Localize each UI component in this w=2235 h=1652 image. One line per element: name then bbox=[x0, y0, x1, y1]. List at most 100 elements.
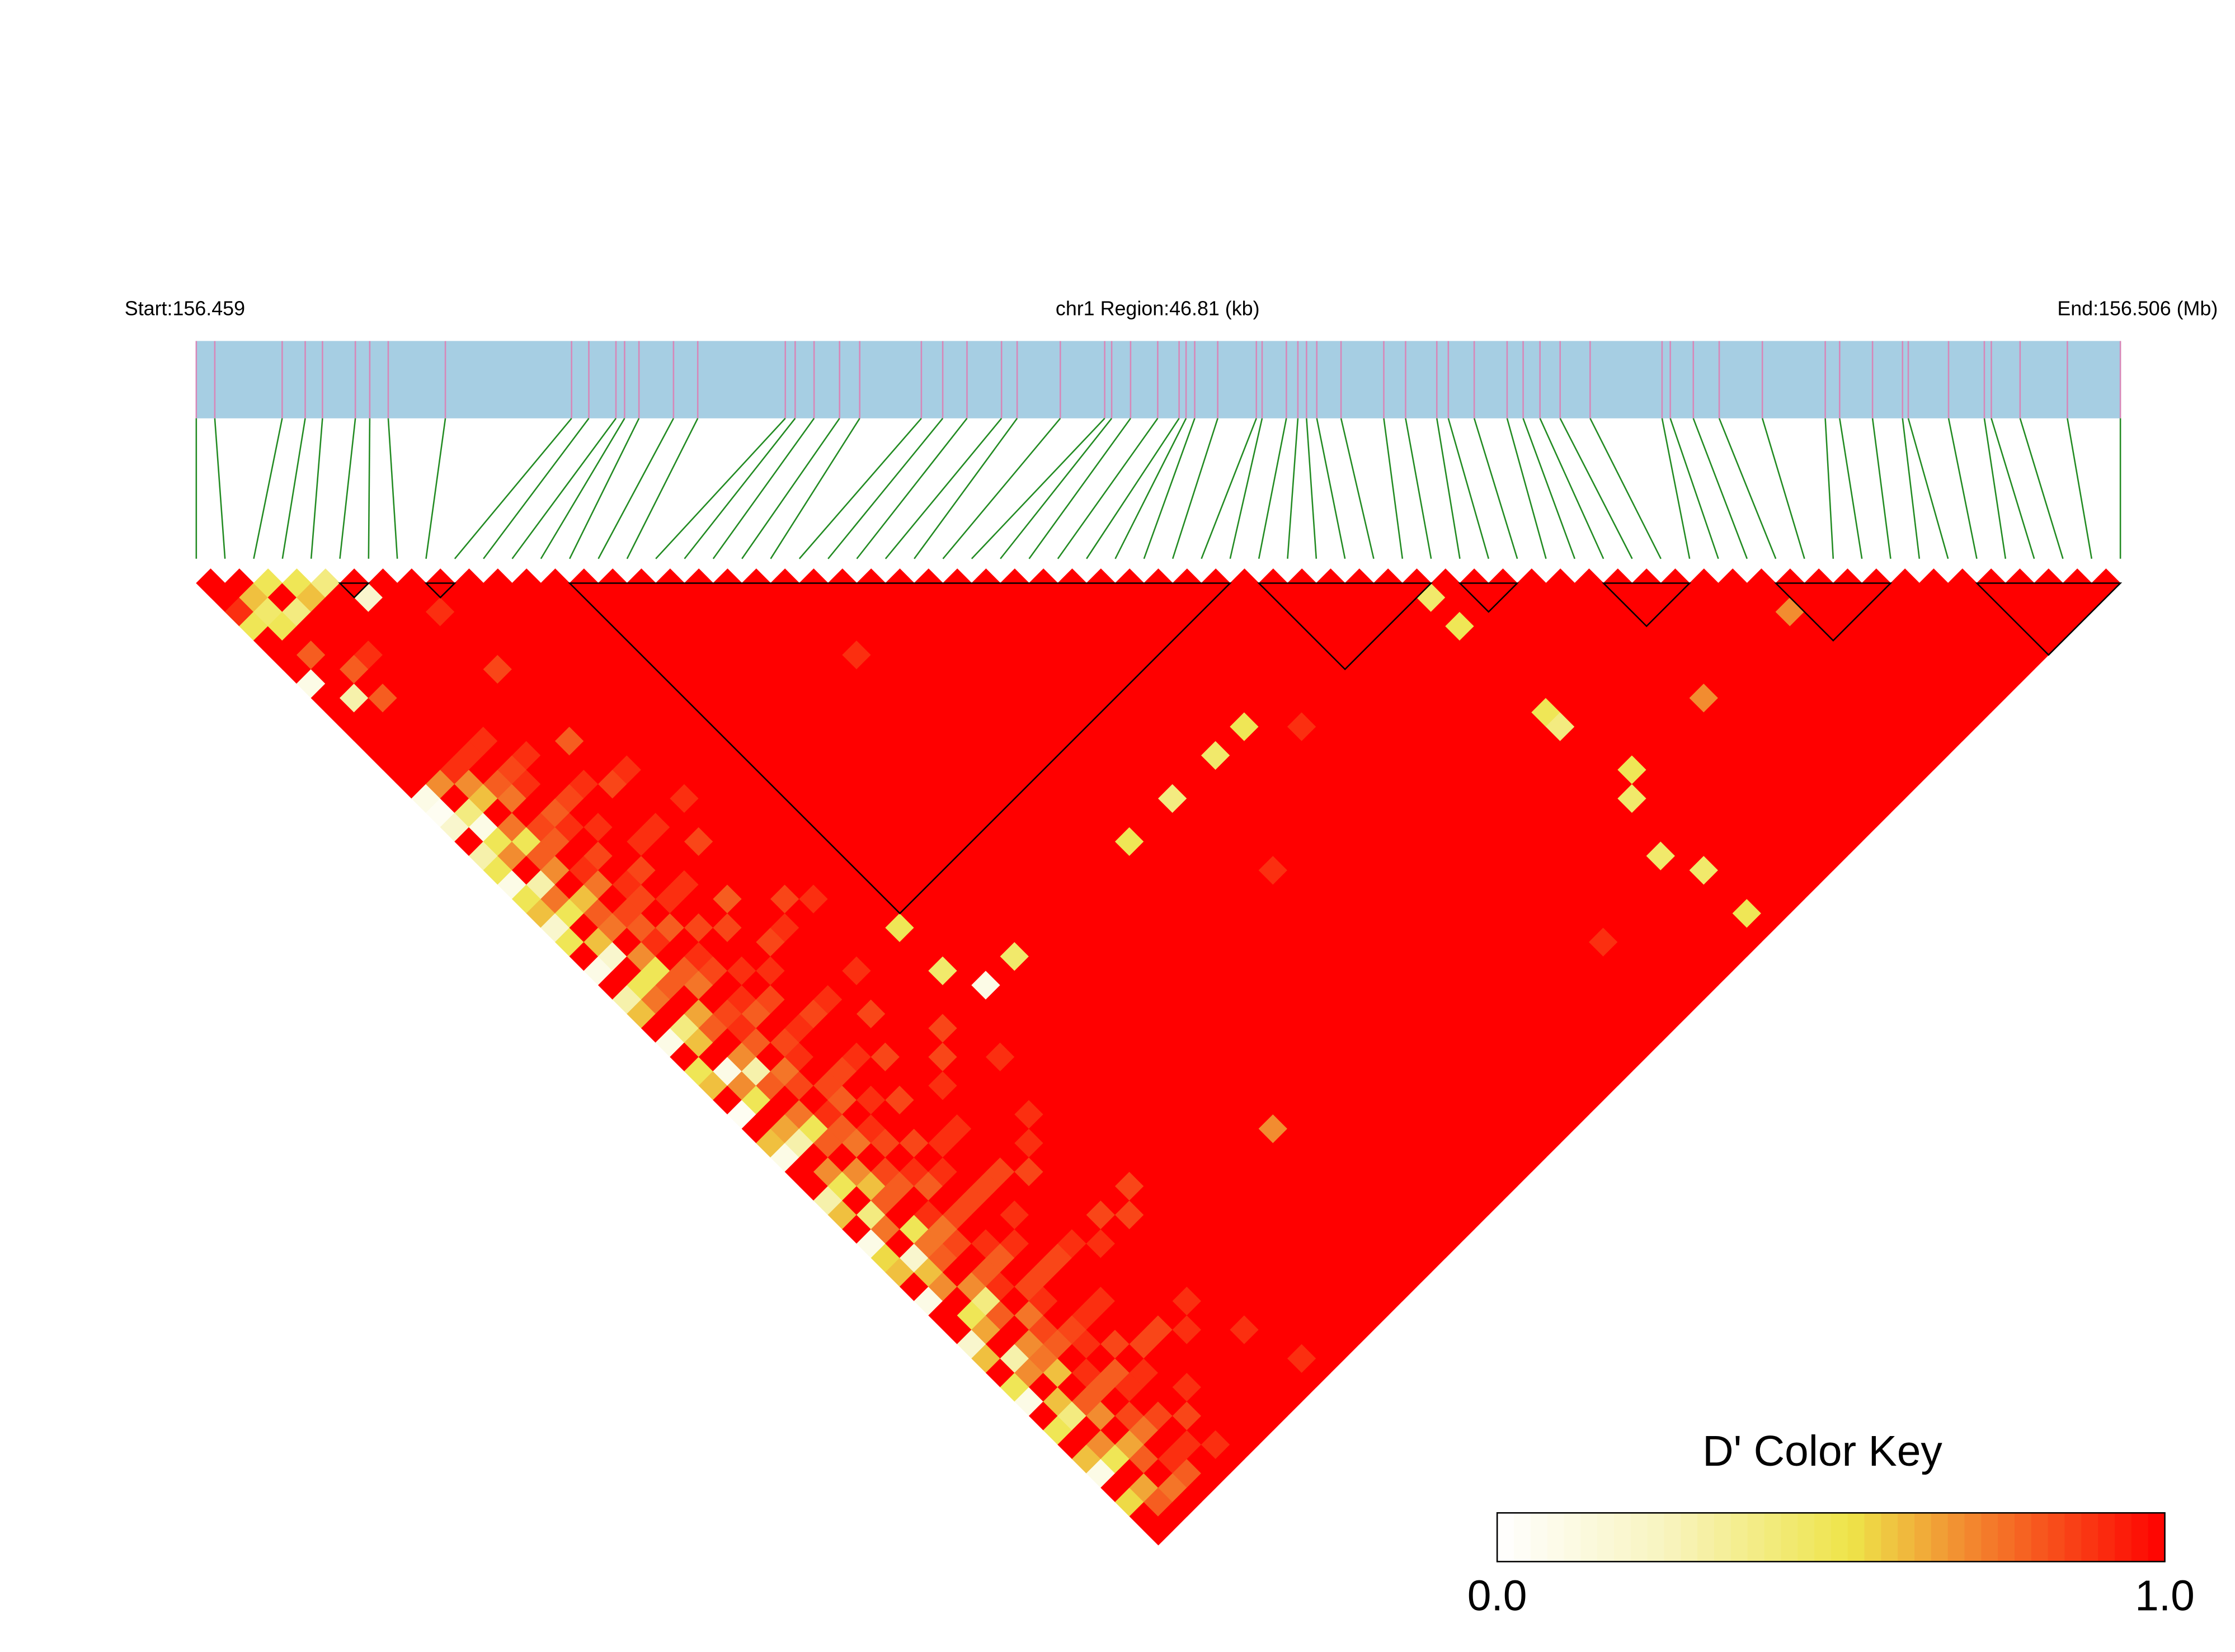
snp-connector bbox=[1669, 418, 1719, 559]
color-key-step bbox=[1564, 1513, 1582, 1562]
snp-connector bbox=[281, 418, 306, 559]
color-key-step bbox=[2131, 1513, 2149, 1562]
color-key-step bbox=[2148, 1513, 2166, 1562]
snp-connector bbox=[884, 417, 1003, 559]
color-key-step bbox=[1714, 1513, 1731, 1562]
snp-connector bbox=[1086, 418, 1180, 559]
color-key-tick-label: 0.0 bbox=[1467, 1571, 1527, 1620]
snp-connector bbox=[569, 418, 640, 559]
color-key-step bbox=[1981, 1513, 1999, 1562]
snp-connector bbox=[1761, 418, 1805, 559]
color-key-tick-label: 1.0 bbox=[2135, 1571, 2195, 1620]
ld-block-outline bbox=[1975, 582, 2123, 656]
snp-connector bbox=[798, 417, 922, 559]
snp-connector bbox=[1340, 418, 1375, 559]
snp-connector bbox=[1405, 418, 1432, 559]
snp-connector bbox=[2019, 418, 2064, 559]
color-key-step bbox=[1647, 1513, 1665, 1562]
color-key-step bbox=[1630, 1513, 1648, 1562]
color-key-step bbox=[1998, 1513, 2016, 1562]
ld-matrix bbox=[196, 568, 2121, 1546]
color-key-step bbox=[1764, 1513, 1782, 1562]
color-key-step bbox=[1547, 1513, 1565, 1562]
snp-connector bbox=[511, 418, 617, 559]
start-label: Start:156.459 bbox=[125, 297, 245, 319]
snp-connector bbox=[454, 417, 572, 559]
snp-connector bbox=[1991, 418, 2035, 559]
snp-connector bbox=[1447, 418, 1490, 559]
color-key-step bbox=[1613, 1513, 1631, 1562]
snp-connector bbox=[1201, 418, 1257, 559]
snp-connector bbox=[1171, 418, 1218, 559]
snp-track bbox=[195, 341, 2121, 559]
color-key-step bbox=[1814, 1513, 1832, 1562]
color-key-step bbox=[1931, 1513, 1949, 1562]
color-key-step bbox=[1664, 1513, 1682, 1562]
snp-connector bbox=[2067, 418, 2093, 559]
snp-connector bbox=[684, 418, 796, 559]
color-key-frame bbox=[1496, 1512, 2166, 1562]
snp-connector bbox=[214, 418, 226, 559]
snp-connector bbox=[1983, 418, 2007, 559]
snp-connector bbox=[914, 418, 1018, 559]
color-key-step bbox=[1747, 1513, 1765, 1562]
snp-connector bbox=[1057, 418, 1159, 559]
snp-connector bbox=[540, 418, 625, 559]
snp-connector bbox=[368, 418, 371, 559]
snp-connector bbox=[1229, 418, 1263, 559]
snp-connector bbox=[712, 418, 815, 559]
color-key-step bbox=[1947, 1513, 1965, 1562]
color-key-step bbox=[1781, 1513, 1799, 1562]
color-key-step bbox=[2015, 1513, 2032, 1562]
snp-connector bbox=[1316, 418, 1346, 559]
snp-connector bbox=[655, 417, 786, 559]
ld-block-outline bbox=[1257, 582, 1433, 671]
snp-connector bbox=[1947, 418, 1978, 559]
ld-block-outline bbox=[338, 582, 370, 599]
snp-connector bbox=[1306, 418, 1318, 559]
snp-connector bbox=[971, 417, 1105, 559]
color-key-step bbox=[2064, 1513, 2082, 1562]
snp-connector bbox=[1028, 418, 1131, 559]
color-key-step bbox=[1831, 1513, 1848, 1562]
snp-connector bbox=[425, 418, 446, 559]
ld-block-outline bbox=[568, 582, 1232, 915]
snp-connector bbox=[253, 418, 283, 559]
snp-connector bbox=[1907, 418, 1949, 559]
ld-block-outline bbox=[424, 582, 457, 599]
color-key: 0.0 1.0 bbox=[1467, 1512, 2195, 1620]
color-key-step bbox=[1697, 1513, 1715, 1562]
snp-connector bbox=[741, 418, 840, 559]
snp-connector bbox=[310, 418, 323, 559]
ld-block-outline bbox=[1774, 582, 1893, 642]
color-key-step bbox=[1864, 1513, 1882, 1562]
color-key-step bbox=[2115, 1513, 2132, 1562]
color-key-step bbox=[1964, 1513, 1982, 1562]
snp-connector bbox=[626, 418, 699, 559]
snp-connector bbox=[1383, 418, 1404, 559]
snp-connector bbox=[1589, 418, 1662, 559]
snp-connector bbox=[770, 418, 860, 559]
end-label: End:156.506 (Mb) bbox=[2057, 297, 2218, 319]
color-key-title: D' Color Key bbox=[1702, 1427, 1942, 1475]
color-key-step bbox=[2048, 1513, 2065, 1562]
color-key-step bbox=[1530, 1513, 1548, 1562]
snp-connector bbox=[942, 417, 1061, 559]
snp-connector bbox=[1000, 418, 1113, 559]
snp-connector bbox=[1143, 418, 1196, 559]
snp-connector bbox=[1506, 418, 1547, 559]
snp-connector bbox=[1871, 418, 1891, 559]
color-key-step bbox=[1914, 1513, 1932, 1562]
snp-connector bbox=[339, 418, 356, 559]
snp-connector bbox=[1824, 418, 1834, 559]
snp-connector bbox=[1114, 418, 1187, 559]
snp-connector bbox=[1258, 418, 1287, 559]
snp-connector bbox=[1287, 418, 1299, 559]
ld-block-outline bbox=[1602, 582, 1692, 628]
color-key-step bbox=[1681, 1513, 1698, 1562]
snp-connector bbox=[1902, 418, 1921, 559]
color-key-step bbox=[1898, 1513, 1916, 1562]
color-key-step bbox=[1881, 1513, 1899, 1562]
